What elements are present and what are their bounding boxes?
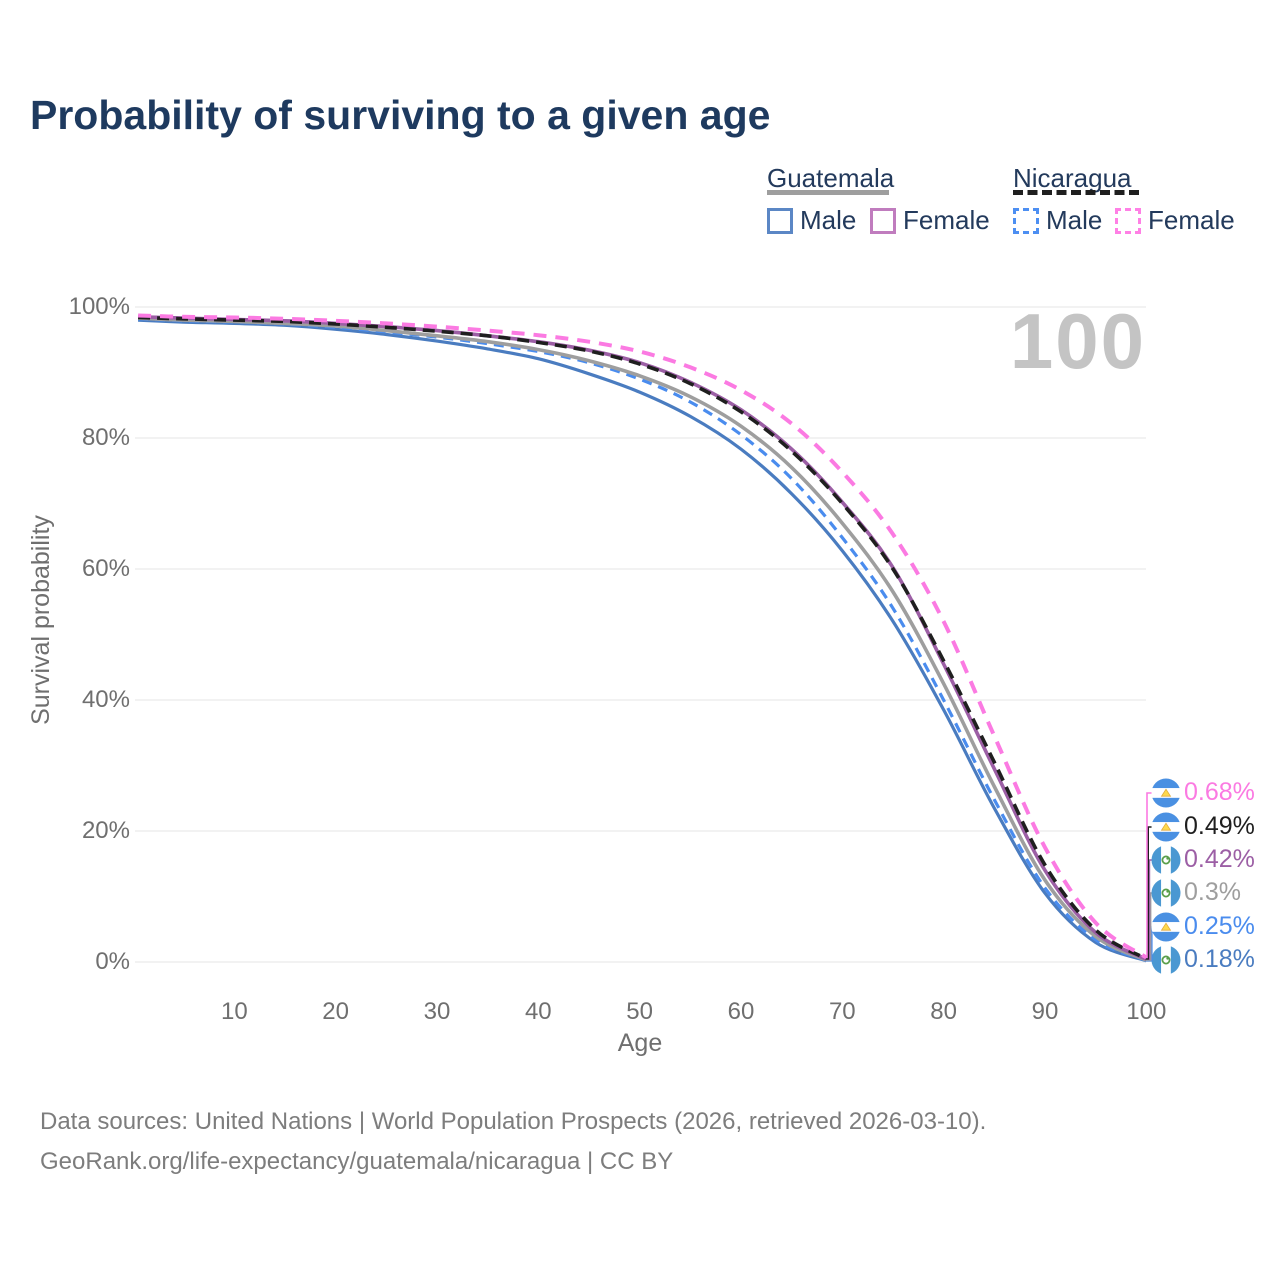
end-value-label-nicaragua-male: 0.25% bbox=[1184, 912, 1255, 940]
legend-item-label: Male bbox=[800, 205, 857, 235]
x-tick-label: 70 bbox=[828, 998, 856, 1025]
y-tick-label: 20% bbox=[81, 817, 130, 844]
legend-underline-nicaragua bbox=[1013, 190, 1139, 195]
series-line-guatemala-male bbox=[138, 318, 1147, 963]
x-tick-label: 20 bbox=[322, 998, 349, 1025]
series-line-guatemala-female bbox=[138, 315, 1148, 961]
legend-item-label: Female bbox=[1148, 205, 1235, 235]
nicaragua-flag-icon bbox=[1151, 912, 1181, 942]
leader-line-nicaragua-female bbox=[1146, 792, 1152, 959]
legend-item-guatemala-female[interactable]: Female bbox=[870, 205, 990, 236]
nicaragua-female-swatch-icon bbox=[1115, 207, 1141, 234]
y-tick-label: 60% bbox=[81, 555, 130, 582]
x-tick-label: 30 bbox=[423, 998, 451, 1025]
y-tick-label: 0% bbox=[95, 948, 130, 975]
y-tick-label: 40% bbox=[81, 686, 130, 713]
y-tick-label: 100% bbox=[68, 293, 130, 320]
guatemala-female-swatch-icon bbox=[870, 207, 896, 234]
y-axis-title: Survival probability bbox=[27, 515, 55, 725]
series-line-nicaragua-female bbox=[138, 313, 1148, 960]
end-value-label-guatemala-both: 0.3% bbox=[1184, 878, 1241, 906]
series-line-nicaragua-male bbox=[138, 317, 1147, 962]
legend-group-guatemala: Guatemala bbox=[767, 163, 895, 193]
guatemala-male-swatch-icon bbox=[767, 207, 793, 234]
guatemala-flag-icon bbox=[1151, 945, 1181, 975]
legend-item-label: Female bbox=[903, 205, 990, 235]
x-tick-label: 90 bbox=[1031, 998, 1059, 1025]
data-source-line: Data sources: United Nations | World Pop… bbox=[40, 1108, 987, 1135]
x-axis-title: Age bbox=[617, 1029, 663, 1057]
legend-item-nicaragua-female[interactable]: Female bbox=[1115, 205, 1235, 236]
legend-item-label: Male bbox=[1046, 205, 1103, 235]
end-value-label-guatemala-female: 0.42% bbox=[1184, 845, 1255, 873]
x-tick-label: 10 bbox=[220, 998, 248, 1025]
end-value-label-guatemala-male: 0.18% bbox=[1184, 945, 1255, 973]
nicaragua-male-swatch-icon bbox=[1013, 207, 1039, 234]
x-tick-label: 40 bbox=[524, 998, 552, 1025]
legend-item-nicaragua-male[interactable]: Male bbox=[1013, 205, 1102, 236]
guatemala-flag-icon bbox=[1151, 878, 1181, 908]
legend-group-nicaragua: Nicaragua bbox=[1013, 163, 1132, 193]
x-tick-label: 100 bbox=[1126, 998, 1167, 1025]
nicaragua-flag-icon bbox=[1151, 812, 1181, 842]
attribution-line: GeoRank.org/life-expectancy/guatemala/ni… bbox=[40, 1148, 674, 1175]
series-line-nicaragua-both bbox=[138, 315, 1148, 961]
guatemala-flag-icon bbox=[1151, 845, 1181, 875]
legend-item-guatemala-male[interactable]: Male bbox=[767, 205, 856, 236]
series-line-guatemala-both bbox=[138, 316, 1148, 962]
age-counter-watermark: 100 bbox=[1009, 297, 1146, 385]
x-tick-label: 80 bbox=[930, 998, 957, 1025]
nicaragua-flag-icon bbox=[1151, 778, 1181, 808]
legend-underline-guatemala bbox=[767, 190, 889, 195]
end-value-label-nicaragua-both: 0.49% bbox=[1184, 812, 1255, 840]
x-tick-label: 50 bbox=[626, 998, 653, 1025]
x-tick-label: 60 bbox=[727, 998, 755, 1025]
page-title: Probability of surviving to a given age bbox=[30, 92, 771, 138]
y-tick-label: 80% bbox=[81, 424, 130, 451]
leader-line-nicaragua-both bbox=[1146, 826, 1152, 960]
end-value-label-nicaragua-female: 0.68% bbox=[1184, 778, 1255, 806]
